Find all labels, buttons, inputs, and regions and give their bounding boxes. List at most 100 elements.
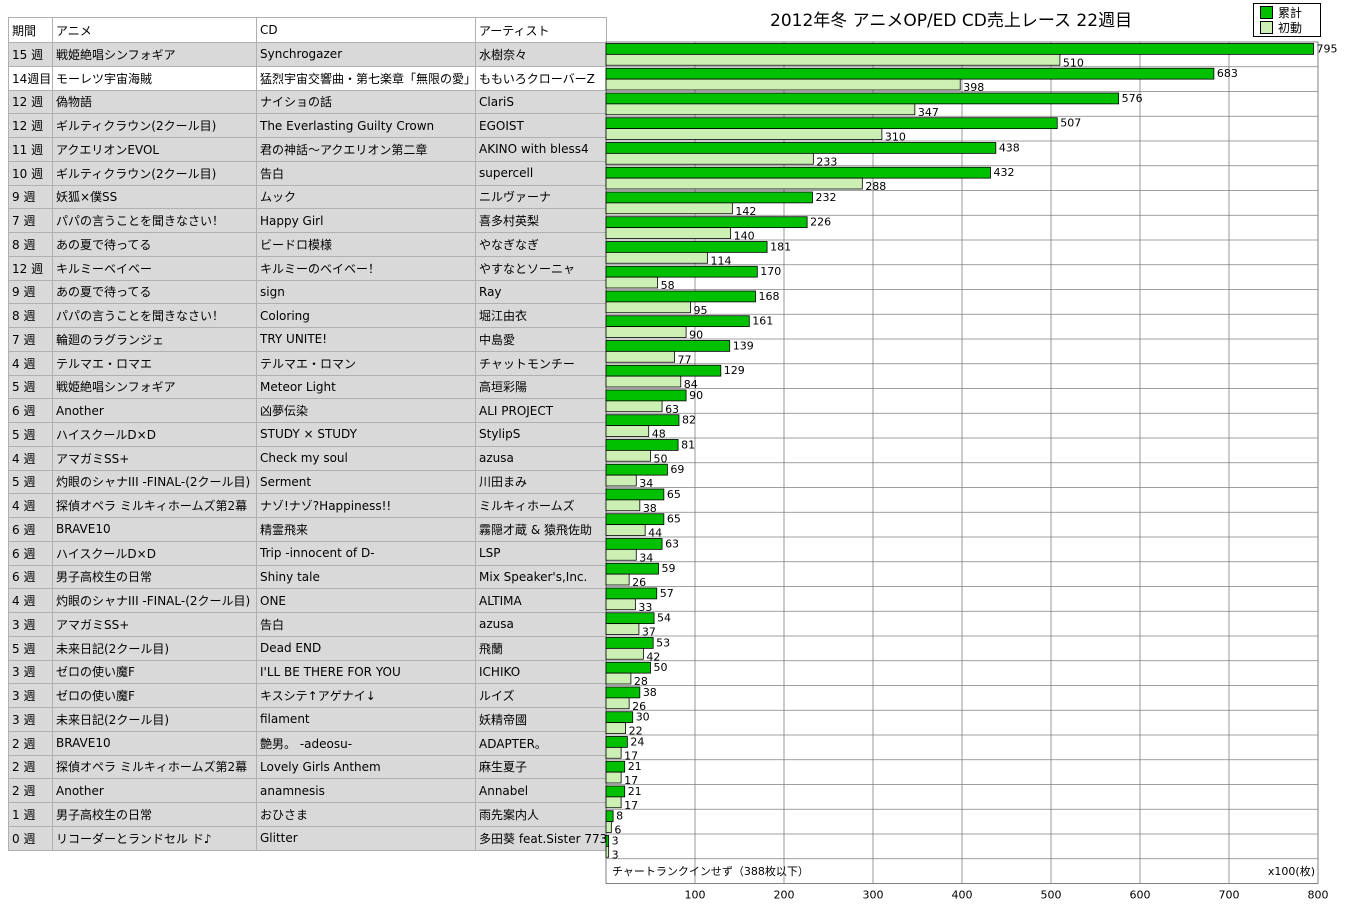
- data-label-cumulative: 3: [612, 834, 619, 847]
- data-label-cumulative: 21: [628, 785, 642, 798]
- data-label-first-week: 114: [710, 254, 731, 267]
- cell-artist: Annabel: [475, 778, 607, 803]
- cell-period: 12 週: [8, 89, 53, 115]
- cell-anime: 男子高校生の日常: [52, 564, 257, 590]
- bar-first-week: [605, 103, 916, 116]
- cell-cd: ナイショの話: [256, 89, 476, 115]
- data-label-first-week: 77: [678, 353, 692, 366]
- cell-anime: 灼眼のシャナIII -FINAL-(2クール目): [52, 469, 257, 495]
- bar-first-week: [605, 400, 663, 413]
- cell-anime: アクエリオンEVOL: [52, 137, 257, 162]
- cell-anime: あの夏で待ってる: [52, 232, 257, 257]
- data-label-first-week: 84: [684, 378, 698, 391]
- data-label-first-week: 33: [638, 601, 652, 614]
- cell-cd: 精霊飛来: [256, 517, 476, 542]
- cell-cd: filament: [256, 707, 476, 732]
- bar-first-week: [605, 350, 675, 363]
- table-row: 7 週パパの言うことを聞きなさい！ Happy Girl 喜多村英梨: [8, 208, 607, 233]
- table-row: 15 週戦姫絶唱シンフォギア Synchrogazer 水樹奈々: [8, 42, 607, 67]
- bar-first-week: [605, 524, 646, 536]
- cell-cd: Dead END: [256, 635, 476, 661]
- bar-first-week: [605, 251, 708, 264]
- data-label-first-week: 6: [614, 824, 621, 837]
- table-row: 2 週 BRAVE10 艶男。 -adeosu- ADAPTER。: [8, 730, 607, 756]
- data-label-first-week: 510: [1063, 56, 1084, 69]
- cell-period: 12 週: [8, 113, 53, 138]
- cell-anime: アマガミSS+: [52, 612, 257, 637]
- cell-cd: ムック: [256, 184, 476, 210]
- bar-cumulative: [605, 265, 758, 278]
- data-label-first-week: 34: [639, 551, 653, 564]
- bar-first-week: [605, 78, 961, 91]
- cell-artist: ALI PROJECT: [475, 398, 607, 423]
- cell-period: 5 週: [8, 374, 53, 400]
- legend-swatch-cumulative: [1260, 6, 1273, 19]
- legend-item-cumulative: 累計: [1260, 6, 1302, 20]
- cell-cd: Synchrogazer: [256, 42, 476, 67]
- table-row: 9 週妖狐×僕SS ムック ニルヴァーナ: [8, 184, 607, 210]
- table-row: 3 週アマガミSS+ 告白 azusa: [8, 612, 607, 637]
- cell-cd: STUDY × STUDY: [256, 422, 476, 447]
- cell-cd: ONE: [256, 588, 476, 613]
- legend-label-first-week: 初動: [1278, 21, 1303, 35]
- bar-cumulative: [605, 389, 687, 402]
- cell-anime: ハイスクールD×D: [52, 422, 257, 447]
- bar-first-week: [605, 425, 650, 437]
- cell-artist: 高垣彩陽: [475, 374, 607, 400]
- cell-artist: 川田まみ: [475, 469, 607, 495]
- table-row: 7 週輪廻のラグランジェ TRY UNITE! 中島愛: [8, 327, 607, 352]
- data-label-first-week: 288: [865, 180, 886, 193]
- header-artist: アーティスト: [475, 17, 607, 43]
- cell-period: 2 週: [8, 730, 53, 756]
- data-label-first-week: 17: [624, 774, 638, 787]
- bar-cumulative: [605, 166, 991, 179]
- cell-cd: ナゾ!ナゾ?Happiness!!: [256, 493, 476, 518]
- cell-period: 4 週: [8, 445, 53, 471]
- table-row: 0 週リコーダーとランドセル ド♪ Glitter 多田葵 feat.Sister …: [8, 825, 607, 851]
- bar-first-week: [605, 796, 622, 809]
- cell-cd: 告白: [256, 612, 476, 637]
- bar-first-week: [605, 474, 637, 487]
- table-row: 4 週灼眼のシャナIII -FINAL-(2クール目) ONE ALTIMA: [8, 588, 607, 613]
- bar-cumulative: [605, 142, 997, 154]
- bar-first-week: [605, 499, 641, 512]
- bar-cumulative: [605, 340, 731, 352]
- cell-period: 5 週: [8, 635, 53, 661]
- cell-cd: 告白: [256, 160, 476, 186]
- table-row: 4 週探偵オペラ ミルキィホームズ第2幕 ナゾ!ナゾ?Happiness!! ミルキ…: [8, 493, 607, 518]
- data-label-cumulative: 181: [770, 240, 791, 253]
- bar-first-week: [605, 771, 622, 784]
- cell-artist: azusa: [475, 612, 607, 637]
- data-label-first-week: 58: [661, 279, 675, 292]
- data-label-cumulative: 69: [670, 463, 684, 476]
- bar-cumulative: [605, 364, 722, 377]
- table-row: 2 週探偵オペラ ミルキィホームズ第2幕 Lovely Girls Anthem 麻…: [8, 754, 607, 780]
- table-row: 5 週未来日記(2クール目) Dead END 飛蘭: [8, 635, 607, 661]
- cell-cd: テルマエ・ロマン: [256, 350, 476, 376]
- cell-artist: チャットモンチー: [475, 350, 607, 376]
- data-label-first-week: 22: [629, 725, 643, 738]
- data-label-first-week: 50: [654, 452, 668, 465]
- bar-cumulative: [605, 191, 813, 204]
- data-label-first-week: 398: [963, 81, 984, 94]
- data-label-cumulative: 21: [628, 760, 642, 773]
- bar-cumulative: [605, 810, 614, 823]
- cell-period: 9 週: [8, 279, 53, 305]
- bar-cumulative: [605, 241, 768, 253]
- cell-period: 3 週: [8, 612, 53, 637]
- bar-first-week: [605, 746, 622, 759]
- cell-anime: アマガミSS+: [52, 445, 257, 471]
- cell-anime: ギルティクラウン(2クール目): [52, 160, 257, 186]
- cell-anime: ゼロの使い魔F: [52, 683, 257, 708]
- cell-cd: Lovely Girls Anthem: [256, 754, 476, 780]
- data-label-cumulative: 90: [689, 389, 703, 402]
- legend-swatch-first-week: [1260, 21, 1273, 34]
- cell-artist: StylipS: [475, 422, 607, 447]
- cell-artist: ALTIMA: [475, 588, 607, 613]
- cell-period: 5 週: [8, 422, 53, 447]
- cell-cd: Trip -innocent of D-: [256, 540, 476, 566]
- bar-first-week: [605, 449, 651, 462]
- cell-cd: TRY UNITE!: [256, 327, 476, 352]
- data-label-cumulative: 232: [815, 191, 836, 204]
